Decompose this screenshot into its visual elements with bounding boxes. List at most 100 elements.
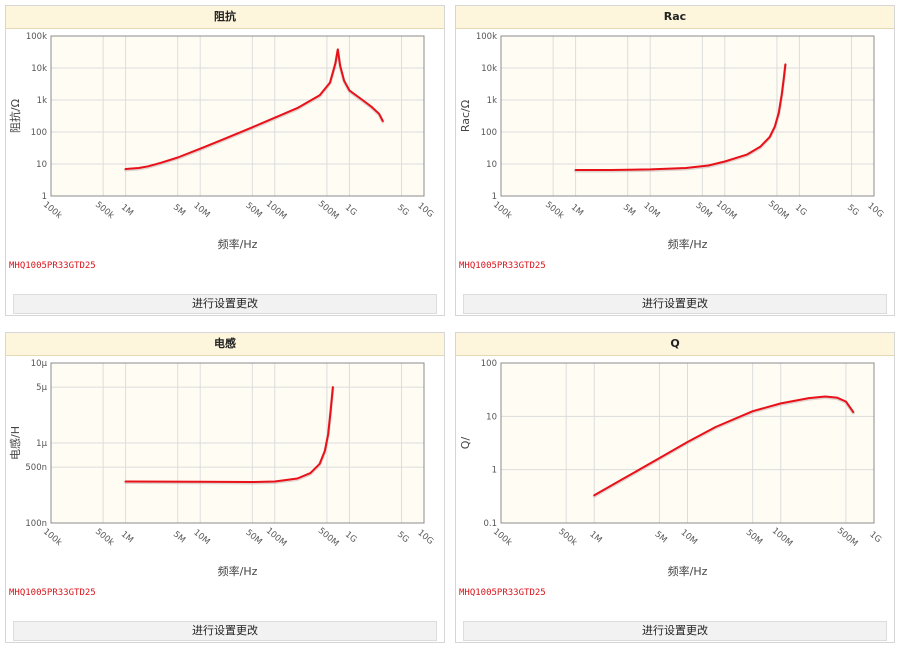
x-tick-label: 100M: [714, 199, 738, 222]
series-line: [574, 63, 787, 171]
x-tick-label: 100k: [41, 200, 64, 221]
x-tick-label: 1G: [343, 530, 359, 545]
rac-panel: Rac 100k 500k 1M 5M 10M 50M 100M 500M 1G 5G 10G 1 10…: [455, 5, 895, 316]
inductance-chart: 100k 500k 1M 5M 10M 50M 100M 500M 1G 5G 10G 100n 500…: [9, 359, 435, 578]
y-tick-label: 5μ: [36, 383, 47, 393]
series-line: [593, 395, 855, 497]
x-tick-label: 500M: [316, 199, 340, 222]
x-axis-label: 频率/Hz: [218, 564, 258, 578]
x-tick-label: 1G: [793, 203, 809, 218]
x-tick-label: 10G: [415, 528, 435, 547]
x-tick-label: 100k: [491, 527, 514, 548]
plot-border: [50, 362, 425, 524]
rac-chart: 100k 500k 1M 5M 10M 50M 100M 500M 1G 5G 10G 1 10 100 1…: [459, 32, 885, 251]
y-tick-label: 100: [31, 128, 47, 138]
part-number-label: MHQ1005PR33GTD25: [9, 261, 96, 271]
change-settings-button[interactable]: 进行设置更改: [13, 621, 437, 641]
x-tick-label: 1M: [587, 530, 603, 546]
x-tick-label: 1M: [119, 530, 135, 546]
plot-area: [50, 35, 425, 197]
y-tick-label: 500n: [25, 463, 47, 473]
x-tick-label: 500M: [316, 526, 340, 549]
x-tick-label: 50M: [243, 201, 263, 220]
chart-title: Q: [456, 333, 894, 356]
x-axis-label: 频率/Hz: [668, 237, 708, 251]
x-tick-label: 5G: [845, 203, 861, 218]
impedance-panel: 阻抗 100k 500k 1M 5M 10M 50M 100M 500M 1G 5G 10G 1 10 1…: [5, 5, 445, 316]
x-tick-label: 100k: [491, 200, 514, 221]
y-tick-label: 1k: [37, 96, 47, 106]
x-tick-label: 500M: [766, 199, 790, 222]
x-tick-label: 5M: [653, 530, 669, 546]
x-tick-label: 500M: [835, 526, 859, 549]
x-tick-label: 100M: [264, 199, 288, 222]
y-axis-label: Q/: [459, 437, 472, 450]
y-tick-label: 100k: [26, 32, 47, 42]
x-tick-label: 10G: [865, 201, 885, 220]
change-settings-button[interactable]: 进行设置更改: [463, 294, 887, 314]
x-tick-label: 10M: [191, 201, 211, 220]
chart-title: 阻抗: [6, 6, 444, 29]
x-tick-label: 5M: [171, 530, 187, 546]
part-number-label: MHQ1005PR33GTD25: [9, 588, 96, 598]
impedance-chart: 100k 500k 1M 5M 10M 50M 100M 500M 1G 5G 10G 1 10 100 1…: [8, 32, 435, 251]
change-settings-button[interactable]: 进行设置更改: [13, 294, 437, 314]
y-tick-label: 1: [492, 192, 497, 202]
x-tick-label: 5M: [621, 203, 637, 219]
y-tick-label: 10k: [481, 64, 497, 74]
x-tick-label: 5G: [395, 530, 411, 545]
y-axis-label: Rac/Ω: [459, 100, 472, 132]
x-tick-label: 50M: [243, 528, 263, 547]
x-tick-label: 1G: [867, 530, 883, 545]
y-tick-label: 100: [481, 128, 497, 138]
q-chart: 100k 500k 1M 5M 10M 50M 100M 500M 1G 0.1 1 10 100 频率/…: [459, 359, 883, 578]
y-tick-label: 100n: [25, 519, 47, 529]
x-tick-label: 500k: [93, 527, 116, 548]
plot-area: [500, 35, 875, 197]
x-tick-label: 10G: [415, 201, 435, 220]
series-line: [124, 386, 334, 483]
x-tick-label: 10M: [191, 528, 211, 547]
inductance-panel: 电感 100k 500k 1M 5M 10M 50M 100M 500M 1G 5G 10G 100n…: [5, 332, 445, 643]
x-tick-label: 1G: [343, 203, 359, 218]
chart-title: 电感: [6, 333, 444, 356]
y-tick-label: 10μ: [31, 359, 48, 369]
x-axis-label: 频率/Hz: [668, 564, 708, 578]
x-tick-label: 10M: [679, 528, 699, 547]
y-tick-label: 10k: [31, 64, 47, 74]
y-tick-label: 1: [492, 466, 497, 476]
chart-title: Rac: [456, 6, 894, 29]
y-tick-label: 0.1: [483, 519, 497, 529]
x-tick-label: 100k: [41, 527, 64, 548]
x-tick-label: 5G: [395, 203, 411, 218]
y-tick-label: 100k: [476, 32, 497, 42]
x-tick-label: 100M: [770, 526, 794, 549]
plot-border: [50, 35, 425, 197]
series-line: [124, 48, 384, 170]
part-number-label: MHQ1005PR33GTD25: [459, 588, 546, 598]
y-tick-label: 1: [42, 192, 47, 202]
y-tick-label: 10: [486, 160, 497, 170]
y-tick-label: 1k: [487, 96, 497, 106]
x-tick-label: 5M: [171, 203, 187, 219]
part-number-label: MHQ1005PR33GTD25: [459, 261, 546, 271]
y-tick-label: 100: [481, 359, 497, 369]
x-tick-label: 500k: [543, 200, 566, 221]
plot-border: [500, 35, 875, 197]
x-tick-label: 50M: [744, 528, 764, 547]
x-tick-label: 500k: [93, 200, 116, 221]
x-tick-label: 1M: [569, 203, 585, 219]
y-axis-label: 电感/H: [9, 426, 22, 460]
y-axis-label: 阻抗/Ω: [8, 99, 22, 133]
x-tick-label: 100M: [264, 526, 288, 549]
x-tick-label: 500k: [556, 527, 579, 548]
x-axis-label: 频率/Hz: [218, 237, 258, 251]
change-settings-button[interactable]: 进行设置更改: [463, 621, 887, 641]
x-tick-label: 10M: [641, 201, 661, 220]
y-tick-label: 10: [486, 412, 497, 422]
y-tick-label: 10: [36, 160, 47, 170]
x-tick-label: 1M: [119, 203, 135, 219]
q-panel: Q 100k 500k 1M 5M 10M 50M 100M 500M 1G 0.1 1 10 100 频…: [455, 332, 895, 643]
y-tick-label: 1μ: [36, 439, 47, 449]
plot-border: [500, 362, 875, 524]
